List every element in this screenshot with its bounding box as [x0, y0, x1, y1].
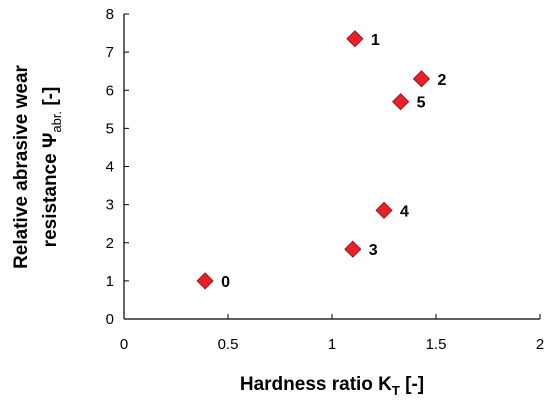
- x-tick-label: 1: [328, 336, 336, 353]
- y-tick-label: 4: [106, 159, 114, 176]
- x-tick-label: 0.5: [218, 336, 239, 353]
- y-tick-label: 5: [106, 120, 114, 137]
- data-point-label: 2: [437, 72, 446, 89]
- data-point-marker: [392, 93, 410, 111]
- x-tick-label: 1.5: [426, 336, 447, 353]
- data-point-label: 0: [221, 274, 230, 291]
- data-point-marker: [196, 272, 214, 290]
- y-tick-label: 1: [106, 273, 114, 290]
- data-point-marker: [344, 240, 362, 258]
- y-tick-label: 8: [106, 6, 114, 23]
- y-tick-label: 3: [106, 197, 114, 214]
- data-point-marker: [412, 70, 431, 88]
- data-point-label: 3: [369, 242, 378, 259]
- x-axis-label: Hardness ratio KT [-]: [240, 374, 424, 398]
- y-tick-label: 0: [106, 311, 114, 328]
- x-tick-label: 2: [536, 336, 544, 353]
- x-axis-ticks: 0 0.5 1 1.5 2: [120, 314, 544, 353]
- plot-area: [123, 14, 540, 320]
- y-axis-label-line2: resistance Ψabr. [-]: [40, 87, 64, 248]
- y-tick-label: 6: [106, 82, 114, 99]
- data-point-label: 1: [371, 32, 380, 49]
- y-axis-ticks: 0 1 2 3 4 5 6 7 8: [106, 6, 129, 328]
- data-points: 0 1 2 3 4 5: [196, 30, 446, 291]
- data-point-label: 4: [400, 203, 409, 220]
- data-point-label: 5: [417, 95, 426, 112]
- x-tick-label: 0: [120, 336, 128, 353]
- y-axis-label-line1: Relative abrasive wear: [11, 64, 32, 268]
- data-point-marker: [346, 30, 364, 48]
- data-point-marker: [375, 201, 393, 219]
- y-tick-label: 7: [106, 44, 114, 61]
- y-tick-label: 2: [106, 235, 114, 252]
